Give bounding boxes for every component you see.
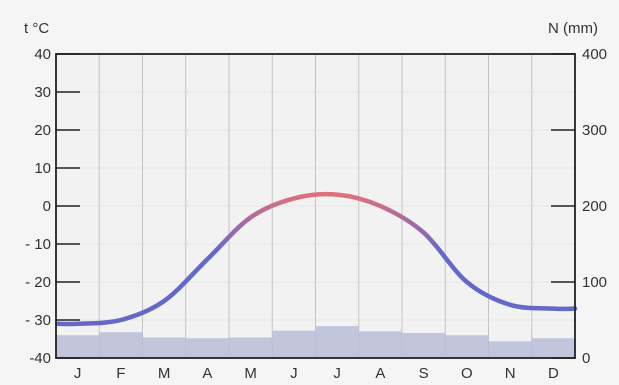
right-tick-label: 0: [582, 350, 590, 367]
left-tick-label: -40: [29, 350, 51, 367]
left-tick-label: - 10: [25, 236, 51, 253]
temperature-series: [55, 191, 578, 327]
precip-bar: [229, 337, 273, 358]
left-tick-label: 20: [34, 122, 51, 139]
left-tick-label: 30: [34, 84, 51, 101]
left-tick-label: 40: [34, 46, 51, 63]
precip-bar: [531, 338, 575, 358]
precip-bar: [402, 332, 446, 358]
month-label: J: [74, 365, 82, 382]
right-tick-label: 400: [582, 46, 607, 63]
month-label: S: [419, 365, 429, 382]
month-label: D: [548, 365, 559, 382]
precip-bar: [99, 332, 143, 358]
left-tick-label: 10: [34, 160, 51, 177]
right-tick-label: 200: [582, 198, 607, 215]
precipitation-bars: [56, 326, 575, 358]
right-tick-label: 100: [582, 274, 607, 291]
month-label: N: [505, 365, 516, 382]
month-label: J: [333, 365, 341, 382]
left-tick-label: 0: [43, 198, 51, 215]
precip-bar: [445, 335, 489, 358]
precip-bar: [142, 337, 186, 358]
axes: [55, 53, 576, 359]
month-label: J: [290, 365, 298, 382]
precip-bar: [315, 326, 359, 358]
left-tick-label: - 30: [25, 312, 51, 329]
precip-bar: [272, 330, 316, 358]
precip-bar: [185, 338, 229, 358]
month-label: M: [244, 365, 257, 382]
left-tick-label: - 20: [25, 274, 51, 291]
precip-bar: [358, 331, 402, 358]
month-label: M: [158, 365, 171, 382]
left-axis-title: t °C: [24, 20, 49, 37]
month-label: A: [375, 365, 385, 382]
temperature-line: [55, 191, 578, 327]
precip-bar: [488, 341, 532, 358]
right-tick-label: 300: [582, 122, 607, 139]
month-label: A: [202, 365, 212, 382]
right-axis-title: N (mm): [548, 20, 598, 37]
precip-bar: [56, 335, 100, 358]
month-label: F: [116, 365, 125, 382]
month-label: O: [461, 365, 473, 382]
